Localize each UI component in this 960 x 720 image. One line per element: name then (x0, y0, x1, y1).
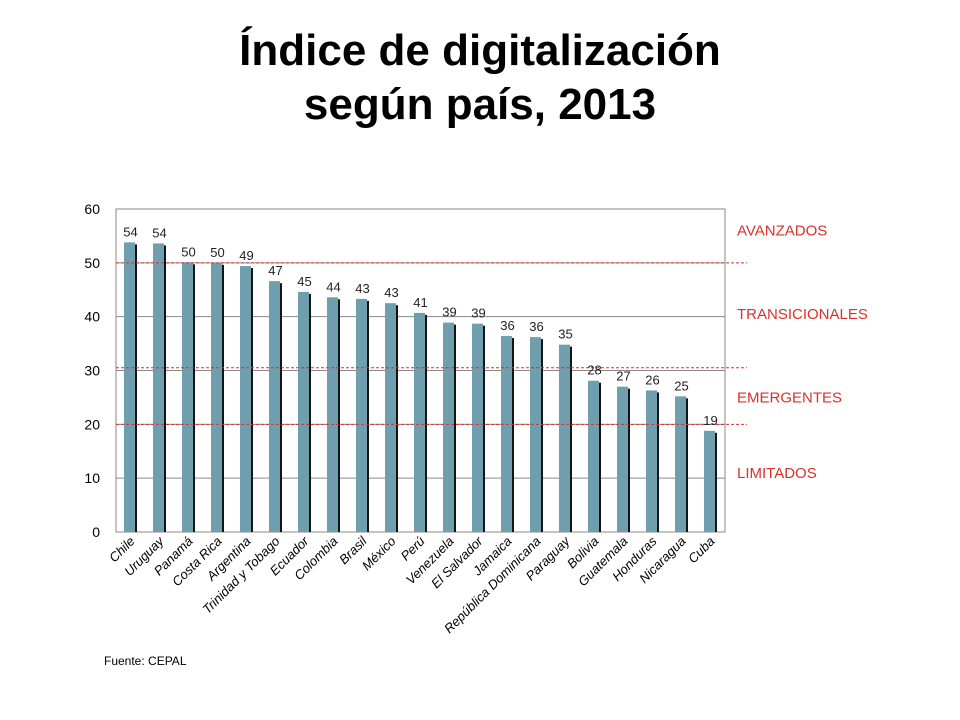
bar (124, 242, 135, 533)
data-label: 50 (181, 244, 195, 259)
bar (269, 281, 280, 532)
y-tick-label: 20 (84, 416, 100, 432)
bar-shadow (279, 283, 282, 532)
y-tick-label: 0 (92, 524, 100, 540)
data-label: 36 (500, 318, 514, 333)
bar-shadow (685, 398, 688, 532)
bar-shadow (134, 244, 137, 533)
bar (559, 344, 570, 532)
slide-title-line-2: según país, 2013 (303, 80, 657, 129)
bar-shadow (656, 392, 659, 532)
data-label: 43 (384, 285, 398, 300)
tier-label: LIMITADOS (737, 465, 817, 482)
bar-shadow (569, 346, 572, 532)
bar-shadow (163, 245, 166, 532)
y-tick-label: 60 (84, 201, 100, 217)
bar-shadow (250, 268, 253, 532)
data-label: 39 (442, 305, 456, 320)
data-label: 43 (355, 281, 369, 296)
y-tick-label: 40 (84, 309, 100, 325)
bar (617, 386, 628, 532)
tier-labels: AVANZADOS TRANSICIONALES EMERGENTES LIMITAD… (737, 223, 868, 482)
bar-shadow (627, 388, 630, 532)
data-labels: 54 54 50 50 49 47 45 44 43 43 41 39 39 36 36 35 28 27 26 25… (123, 224, 717, 427)
y-tick-label: 10 (84, 470, 100, 486)
threshold-lines (116, 262, 747, 425)
bar-shadow (714, 432, 717, 532)
bar-shadow (482, 325, 485, 532)
tier-label: TRANSICIONALES (737, 306, 868, 323)
bar (675, 396, 686, 532)
data-label: 45 (297, 274, 311, 289)
data-label: 19 (703, 413, 717, 428)
bar-shadow (511, 338, 514, 532)
slide-title: Índice de digitalización según país, 201… (0, 24, 960, 132)
data-label: 47 (268, 263, 282, 278)
bar (501, 336, 512, 532)
bar (588, 380, 599, 532)
data-label: 36 (529, 319, 543, 334)
y-axis-ticks: 0 10 20 30 40 50 60 (84, 201, 100, 540)
bar-shadow (598, 382, 601, 532)
bar-shadow (424, 314, 427, 532)
data-label: 39 (471, 306, 485, 321)
bar-shadow (395, 305, 398, 532)
data-label: 28 (587, 363, 601, 378)
bars (124, 242, 717, 533)
y-tick-label: 50 (84, 255, 100, 271)
bar (153, 243, 164, 532)
bar (385, 303, 396, 532)
bar (182, 262, 193, 532)
bar-shadow (366, 300, 369, 532)
data-label: 49 (239, 248, 253, 263)
x-tick-label: Cuba (685, 534, 718, 567)
bar-shadow (192, 264, 195, 532)
data-label: 41 (413, 295, 427, 310)
data-label: 44 (326, 279, 340, 294)
bar-shadow (308, 293, 311, 532)
bar (356, 298, 367, 532)
bar-shadow (453, 324, 456, 532)
data-label: 27 (616, 369, 630, 384)
bar-shadow (221, 264, 224, 532)
tier-label: AVANZADOS (737, 223, 827, 240)
data-label: 54 (152, 225, 166, 240)
bar (414, 312, 425, 532)
slide-title-line-1: Índice de digitalización (239, 26, 721, 75)
data-label: 35 (558, 327, 572, 342)
data-label: 50 (210, 245, 224, 260)
source-note: Fuente: CEPAL (104, 654, 187, 668)
bar (443, 322, 454, 532)
data-label: 54 (123, 224, 137, 239)
bar-shadow (337, 299, 340, 532)
bar (211, 262, 222, 532)
bar (704, 430, 715, 532)
bar (298, 291, 309, 532)
y-tick-label: 30 (84, 363, 100, 379)
bar (646, 390, 657, 532)
bar-shadow (540, 339, 543, 532)
bar (472, 323, 483, 532)
bar (327, 297, 338, 532)
data-label: 26 (645, 372, 659, 387)
data-label: 25 (674, 378, 688, 393)
tier-label: EMERGENTES (737, 389, 842, 406)
bar (240, 266, 251, 532)
bar (530, 337, 541, 532)
